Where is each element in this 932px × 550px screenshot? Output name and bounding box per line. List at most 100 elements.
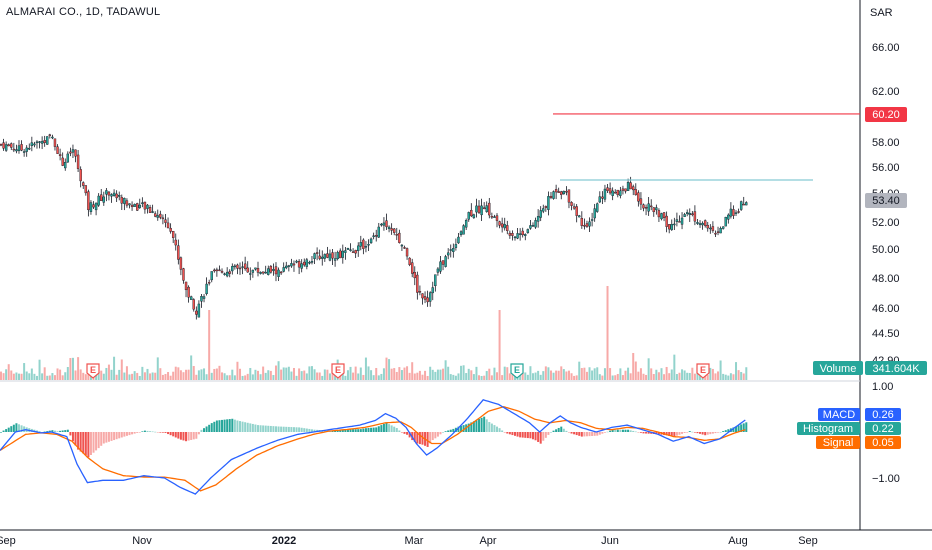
volume-bar	[146, 368, 149, 380]
volume-bar	[555, 370, 558, 380]
histogram-bar	[84, 432, 87, 456]
histogram-bar	[580, 432, 583, 437]
candle-body	[107, 191, 111, 196]
histogram-bar	[436, 432, 439, 437]
histogram-bar	[87, 432, 90, 458]
histogram-bar	[239, 421, 242, 432]
volume-bar	[668, 373, 671, 380]
volume-bar	[601, 375, 604, 380]
histogram-bar	[141, 431, 144, 432]
histogram-bar	[696, 432, 699, 434]
volume-bar	[549, 370, 552, 380]
volume-bar	[665, 366, 668, 380]
volume-bar	[30, 368, 33, 380]
price-tick-label: 50.00	[872, 244, 900, 256]
histogram-bar	[226, 419, 229, 432]
volume-bar	[167, 372, 170, 380]
histogram-bar	[668, 432, 671, 436]
candle-body	[89, 202, 93, 212]
histogram-bar	[159, 432, 162, 433]
histogram-bar	[727, 429, 730, 432]
volume-bar	[118, 369, 121, 380]
histogram-bar	[154, 431, 157, 433]
histogram-bar	[657, 432, 660, 435]
histogram-bar	[395, 428, 398, 432]
volume-bar	[706, 374, 709, 380]
volume-bar	[611, 375, 614, 380]
candle-body	[701, 222, 704, 226]
histogram-bar	[218, 420, 221, 432]
histogram-bar	[642, 432, 645, 434]
volume-bar	[236, 361, 239, 380]
volume-bar	[0, 371, 2, 380]
histogram-bar	[292, 427, 295, 432]
volume-bar	[737, 370, 740, 380]
histogram-bar	[357, 429, 360, 432]
histogram-bar	[344, 429, 347, 432]
volume-bar	[478, 375, 481, 380]
histogram-bar	[681, 432, 684, 434]
histogram-bar	[583, 432, 586, 437]
histogram-bar	[575, 432, 578, 436]
volume-bar	[691, 367, 694, 380]
histogram-bar	[557, 427, 560, 432]
volume-bar	[287, 366, 290, 380]
histogram-bar	[23, 426, 26, 432]
histogram-bar	[621, 429, 624, 432]
histogram-bar	[706, 432, 709, 435]
histogram-bar	[737, 425, 740, 432]
volume-bar	[521, 372, 524, 380]
candle-body	[590, 219, 594, 221]
histogram-bar	[97, 432, 100, 449]
histogram-bar	[17, 424, 20, 432]
histogram-bar	[257, 425, 259, 432]
candle-body	[518, 233, 522, 235]
candle-body	[236, 264, 239, 269]
candle-body	[488, 202, 491, 216]
histogram-bar	[632, 430, 635, 432]
histogram-bar	[377, 426, 380, 432]
histogram-bar	[421, 432, 424, 445]
candle-body	[233, 265, 237, 268]
volume-bar	[483, 375, 486, 380]
volume-bar	[616, 373, 619, 380]
macd-label: MACD	[823, 409, 855, 421]
candle-body	[544, 206, 548, 208]
candle-body	[310, 261, 314, 263]
volume-bar	[221, 372, 224, 380]
level-lines	[553, 113, 860, 181]
histogram-bar	[359, 429, 362, 432]
histogram-bar	[262, 425, 265, 432]
histogram-bar	[277, 426, 280, 432]
volume-bar	[400, 370, 403, 380]
candle-body	[313, 253, 316, 260]
candle-body	[670, 224, 673, 230]
volume-bar	[418, 370, 421, 380]
macd-pane	[0, 399, 748, 495]
histogram-bar	[516, 432, 519, 437]
candle-body	[69, 151, 72, 154]
candle-body	[128, 203, 131, 206]
volume-bar	[655, 369, 658, 380]
histogram-bar	[609, 430, 612, 432]
candle-body	[7, 144, 10, 147]
earnings-marker: E	[696, 363, 710, 379]
volume-bar	[143, 372, 146, 380]
volume-bar	[537, 370, 540, 380]
candle-body	[333, 258, 337, 261]
volume-bar	[251, 374, 254, 380]
histogram-bar	[349, 429, 352, 432]
histogram-bar	[403, 432, 406, 434]
volume-bar	[308, 366, 311, 380]
histogram-bar	[15, 423, 18, 432]
volume-bar	[290, 371, 293, 380]
candle-body	[506, 225, 509, 231]
earnings-badge	[696, 363, 710, 379]
volume-bar	[190, 355, 193, 380]
candle-body	[647, 203, 650, 212]
candle-body	[125, 200, 129, 206]
volume-bar	[77, 357, 80, 380]
histogram-bar	[673, 432, 676, 437]
histogram-bar	[467, 423, 470, 432]
